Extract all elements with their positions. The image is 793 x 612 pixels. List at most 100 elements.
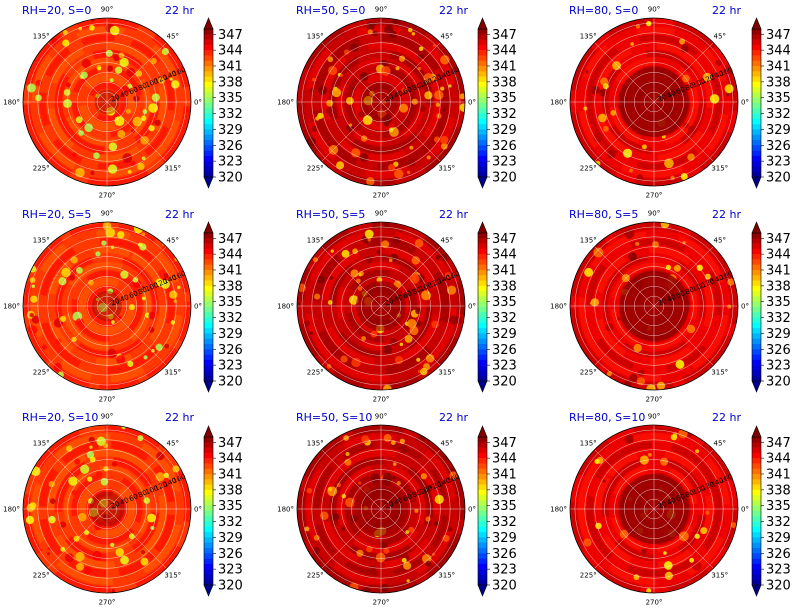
colorbar-segment — [204, 569, 213, 575]
colorbar-segment — [204, 233, 213, 239]
colorbar-segment — [478, 50, 487, 56]
angle-tick-label: 0° — [741, 506, 749, 514]
panel-time-label: 22 hr — [165, 208, 194, 221]
radial-tick-label: 80 — [137, 489, 148, 500]
field-cell — [407, 170, 411, 174]
field-cell — [395, 66, 400, 71]
field-cell — [368, 565, 377, 574]
field-cell — [343, 49, 350, 55]
spiral-band — [23, 18, 191, 186]
angle-tick-label: 315° — [164, 164, 181, 172]
colorbar-segment — [204, 29, 213, 35]
colorbar-segment — [204, 285, 213, 292]
colorbar-segment — [752, 155, 761, 162]
field-cell — [411, 98, 418, 105]
field-cell — [128, 304, 135, 311]
colorbar-tick-label: 347 — [766, 232, 791, 247]
colorbar-segment — [752, 333, 761, 340]
colorbar-tick-label: 332 — [766, 107, 791, 122]
spiral-band — [602, 50, 706, 154]
angle-tick-label: 315° — [438, 571, 455, 579]
colorbar-segment — [478, 344, 487, 350]
field-cell — [76, 267, 83, 274]
angle-tick-label: 90° — [101, 210, 113, 218]
colorbar-segment — [204, 447, 213, 454]
colorbar-tick-label: 341 — [492, 60, 517, 75]
colorbar-tick-label: 329 — [766, 327, 791, 342]
field-cell — [101, 240, 107, 246]
radial-tick-label: 80 — [684, 286, 695, 297]
polar-frame — [296, 221, 466, 391]
field-cell — [429, 485, 433, 489]
colorbar-segment — [204, 238, 213, 244]
field-cell — [327, 56, 334, 63]
field-cell — [84, 123, 93, 132]
field-cell — [398, 55, 406, 62]
field-cell — [417, 66, 421, 71]
field-cell — [435, 102, 441, 107]
spiral-band — [31, 433, 183, 585]
spiral-band — [24, 223, 190, 389]
spiral-band — [313, 441, 449, 577]
angle-tick-label: 180° — [277, 506, 294, 514]
field-cell — [156, 451, 165, 461]
field-cell — [311, 125, 318, 133]
field-cell — [313, 257, 319, 263]
field-cell — [444, 272, 452, 279]
colorbar-segment — [204, 574, 213, 581]
radial-tick-label: 60 — [402, 492, 413, 503]
colorbar-tick-label: 326 — [218, 547, 243, 562]
colorbar-segment — [478, 452, 487, 459]
field-cell — [169, 77, 173, 81]
radial-tick-label: 60 — [402, 85, 413, 96]
colorbar-segment — [204, 511, 213, 517]
colorbar-extend-min — [477, 380, 488, 393]
colorbar-tick-label: 320 — [766, 375, 791, 390]
radial-tick-label: 40 — [393, 496, 404, 507]
field-cell — [320, 511, 329, 520]
colorbar-segment — [478, 254, 487, 260]
field-cell — [64, 553, 74, 563]
angle-tick-label: 135° — [33, 33, 50, 41]
field-cell — [381, 240, 390, 249]
field-cell — [155, 343, 163, 351]
field-cell — [417, 53, 424, 60]
field-cell — [25, 515, 35, 525]
colorbar-segment — [752, 317, 761, 324]
field-cell — [376, 250, 381, 254]
field-cell — [606, 370, 613, 377]
colorbar-tick-label: 335 — [492, 499, 517, 514]
spiral-band — [586, 238, 722, 374]
field-cell — [132, 116, 143, 127]
angle-tick-label: 45° — [714, 33, 726, 41]
colorbar-tick-label: 323 — [492, 359, 517, 374]
angular-gridline — [594, 508, 655, 569]
angle-tick-label: 225° — [33, 571, 50, 579]
colorbar-tick-label: 344 — [492, 452, 517, 467]
colorbar-segment — [478, 542, 487, 549]
colorbar-tick-label: 326 — [218, 139, 243, 154]
field-cell — [28, 325, 38, 335]
colorbar-segment — [478, 275, 487, 281]
angular-gridline — [594, 449, 655, 510]
colorbar-tick-label: 332 — [766, 311, 791, 326]
colorbar-extend-max — [477, 425, 488, 438]
colorbar-segment — [204, 166, 213, 173]
colorbar-tick-label: 341 — [492, 468, 517, 483]
colorbar-tick-label: 335 — [218, 295, 243, 310]
colorbar-tick-label: 344 — [766, 452, 791, 467]
colorbar-tick-label: 341 — [218, 60, 243, 75]
angle-tick-label: 180° — [3, 303, 20, 311]
field-cell — [74, 458, 81, 465]
field-cell — [687, 125, 697, 135]
field-cell — [110, 245, 115, 250]
colorbar-segment — [478, 97, 487, 104]
angle-tick-label: 315° — [711, 368, 728, 376]
angle-tick-label: 180° — [3, 506, 20, 514]
colorbar-segment — [752, 574, 761, 581]
field-cell — [407, 318, 417, 329]
colorbar-tick-label: 335 — [492, 91, 517, 106]
angle-tick-label: 270° — [646, 396, 663, 404]
